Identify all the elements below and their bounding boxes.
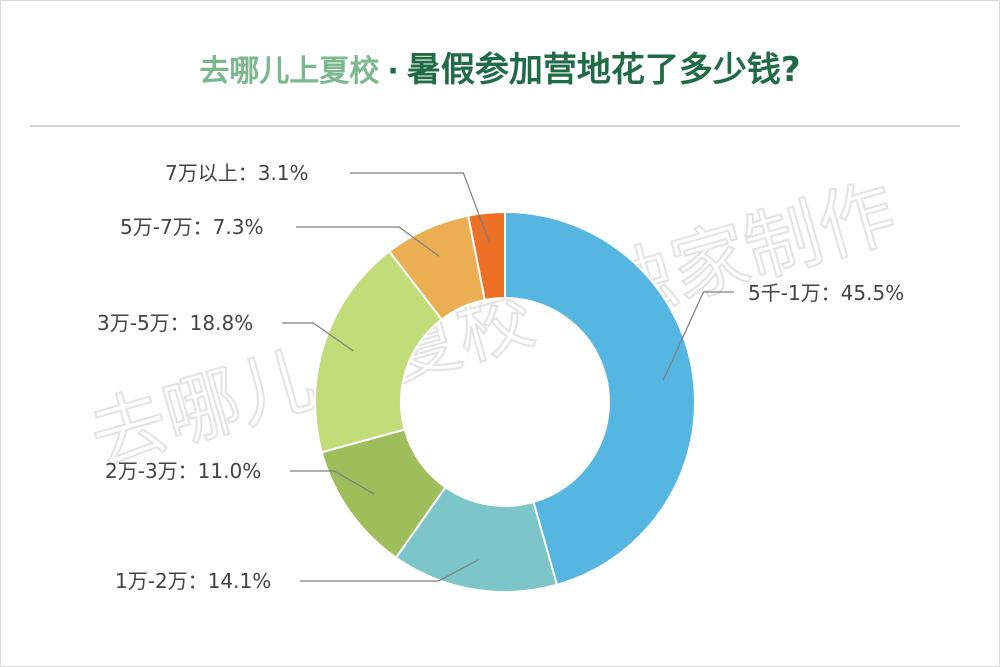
- chart-headline: 暑假参加营地花了多少钱?: [406, 50, 801, 90]
- slice-label: 5万-7万：7.3%: [120, 215, 263, 239]
- donut-slice: [466, 210, 506, 302]
- slices-group: [314, 210, 696, 593]
- donut-slice: [504, 210, 696, 586]
- slice-label: 1万-2万：14.1%: [115, 569, 271, 593]
- donut-slice: [314, 249, 444, 454]
- leader-line: [300, 559, 479, 582]
- slice-label: 3万-5万：18.8%: [97, 311, 253, 335]
- slice-label: 2万-3万：11.0%: [105, 459, 261, 483]
- leader-lines-group: [282, 172, 734, 582]
- slice-label: 5千-1万：45.5%: [748, 281, 904, 305]
- leader-line: [350, 172, 490, 243]
- slice-labels-group: 5千-1万：45.5% 1万-2万：14.1% 2万-3万：11.0% 3万-5万：1…: [97, 161, 904, 593]
- brand-name: 去哪儿上夏校: [199, 54, 380, 89]
- title-separator: ·: [387, 54, 399, 89]
- chart-title: 去哪儿上夏校 · 暑假参加营地花了多少钱?: [0, 42, 1000, 91]
- title-divider: [30, 125, 960, 127]
- leader-line: [290, 470, 375, 495]
- slice-label: 7万以上：3.1%: [165, 161, 309, 185]
- leader-line: [662, 291, 734, 381]
- leader-line: [296, 226, 440, 257]
- leader-line: [282, 322, 354, 352]
